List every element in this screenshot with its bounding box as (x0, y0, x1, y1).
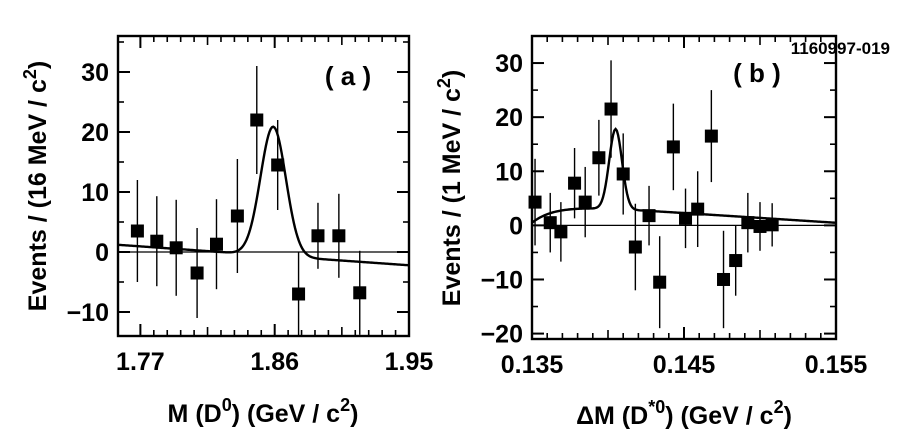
panel-b-data-point (717, 272, 731, 286)
panel-b: −20 −10 0 10 20 30 0.135 0.145 0.155 ( b ) Event… (434, 34, 868, 430)
panel-b-data-point (729, 254, 743, 268)
panel-a-data-point (332, 229, 346, 243)
panel-b-data-point (578, 195, 592, 209)
panel-a-ytick-label: −10 (67, 299, 109, 327)
panel-b-ytick-label: 0 (509, 212, 523, 240)
panel-b-data-point (765, 218, 779, 232)
panel-a-data-point (150, 234, 164, 248)
panel-a-xtick-label: 1.86 (250, 348, 299, 376)
panel-b-data-point (753, 219, 767, 233)
panel-b-data-point (666, 140, 680, 154)
panel-a-ytick-label: 20 (81, 119, 109, 147)
panel-a-frame (116, 34, 411, 338)
panel-a-data-point (190, 266, 204, 280)
panel-b-data-point (528, 195, 542, 209)
panel-a-ytick-label: 0 (95, 239, 109, 267)
panel-a: −10 0 10 20 30 1.77 1.86 1.95 ( a ) Events / (1… (20, 34, 434, 428)
panel-b-ytick-label: 30 (495, 50, 523, 78)
panel-a-data-point (130, 224, 144, 238)
panel-b-data-point (604, 102, 618, 116)
panel-b-fit-curve (531, 127, 837, 224)
panel-b-data-point (543, 216, 557, 230)
panel-b-ytick-label: 10 (495, 158, 523, 186)
panel-a-xtick-label: 1.95 (385, 348, 434, 376)
panel-a-label: ( a ) (325, 61, 371, 91)
panel-b-data-point (554, 225, 568, 239)
panel-a-fit-curve (117, 125, 410, 267)
panel-a-data-point (250, 113, 264, 127)
panel-b-data-point (628, 240, 642, 254)
panel-a-ytick-label: 30 (81, 59, 109, 87)
panel-b-xtick-label: 0.135 (501, 351, 564, 379)
panel-b-data-point (592, 151, 606, 165)
panel-b-data-point (616, 167, 630, 181)
panel-b-xtick-label: 0.145 (653, 351, 716, 379)
panel-a-data-point (169, 241, 183, 255)
panel-a-ytick-label: 10 (81, 179, 109, 207)
panel-b-data-point (653, 275, 667, 289)
panel-b-data-point (642, 209, 656, 223)
panel-b-ytick-label: −20 (481, 321, 523, 349)
panel-a-xlabel: M (D0) (GeV / c2) (168, 395, 359, 428)
panel-b-ytick-label: −10 (481, 266, 523, 294)
panel-b-data-point (741, 216, 755, 230)
panel-b-label: ( b ) (733, 58, 781, 88)
panel-b-ylabel: Events / (1 MeV / c2) (434, 70, 466, 306)
panel-b-ytick-label: 20 (495, 104, 523, 132)
panel-b-data-point (704, 129, 718, 143)
panel-a-xtick-label: 1.77 (116, 348, 165, 376)
panel-a-data-point (292, 287, 306, 301)
panel-a-data-point (230, 209, 244, 223)
panel-a-data-point (209, 237, 223, 251)
panel-a-data-point (353, 286, 367, 300)
figure-id: 1160997-019 (791, 39, 890, 58)
panel-b-data-point (691, 202, 705, 216)
panel-a-data-point (271, 158, 285, 172)
panel-b-xtick-label: 0.155 (805, 351, 868, 379)
panel-b-data-point (679, 211, 693, 225)
panel-a-ylabel: Events / (16 MeV / c2) (20, 61, 52, 311)
panel-b-xlabel: ΔM (D*0) (GeV / c2) (576, 397, 792, 430)
panel-b-data-point (568, 176, 582, 190)
panel-a-data-point (311, 229, 325, 243)
